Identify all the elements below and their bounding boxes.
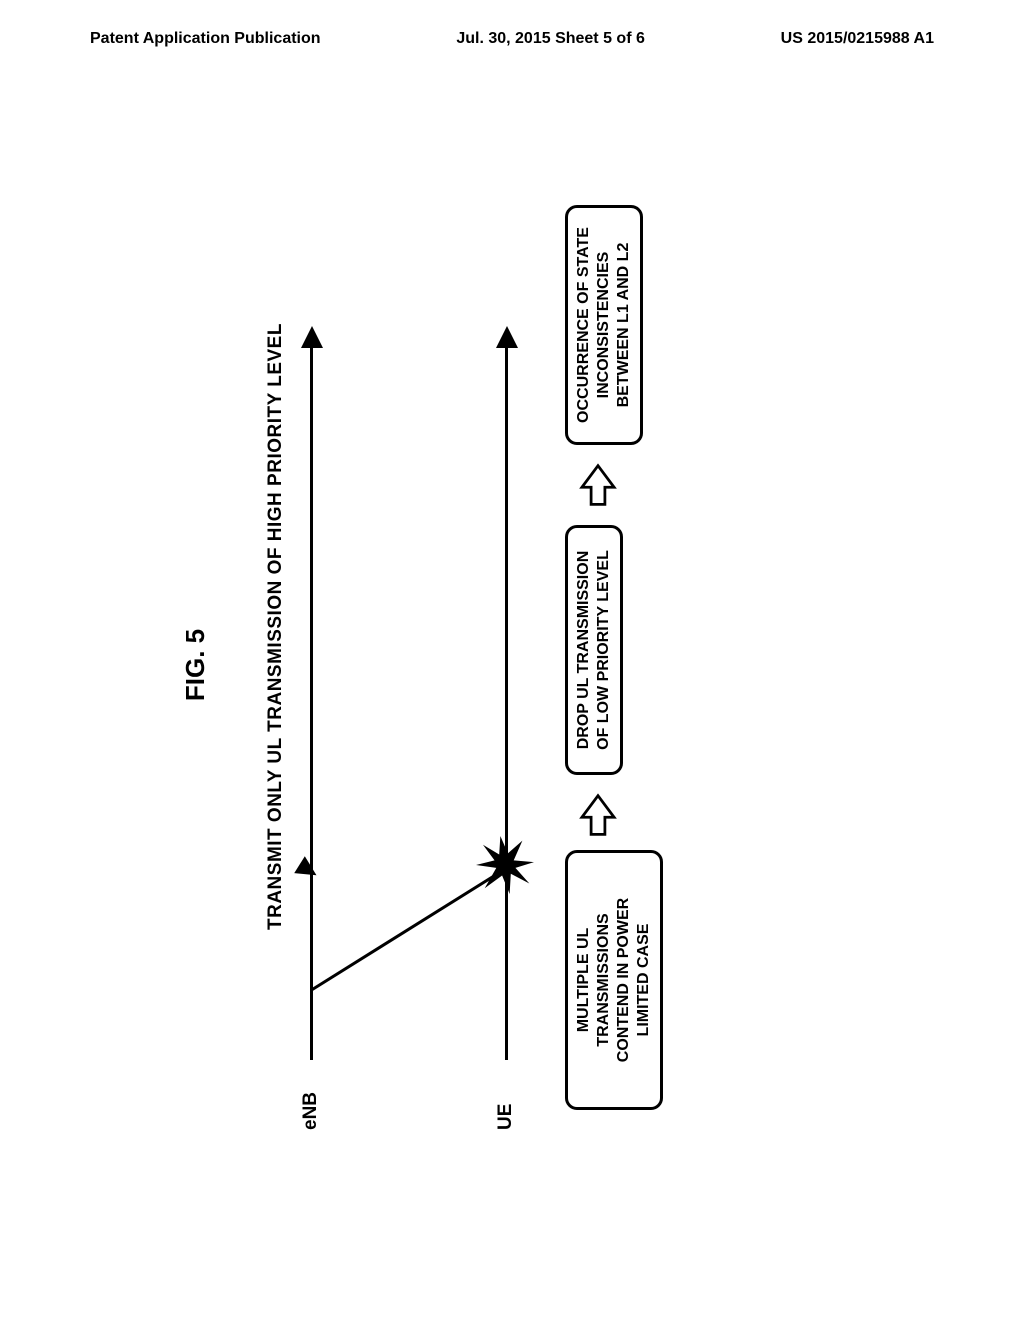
box-state-inconsistencies: OCCURRENCE OF STATE INCONSISTENCIES BETW… [565,205,643,445]
box-multiple-transmissions: MULTIPLE UL TRANSMISSIONS CONTEND IN POW… [565,850,663,1110]
timeline-ue [505,340,508,1060]
box2-line1: DROP UL TRANSMISSION [575,551,592,750]
timeline-enb [310,340,313,1060]
flow-arrow-icon [575,462,621,508]
figure-label: FIG. 5 [180,629,211,701]
header-right: US 2015/0215988 A1 [781,30,934,48]
box1-line2: CONTEND IN POWER [615,898,632,1062]
transmission-arrow-icon [294,856,322,884]
box1-line3: LIMITED CASE [635,924,652,1037]
box3-line1: OCCURRENCE OF STATE [575,227,592,423]
burst-icon [476,836,534,894]
flow-arrow-icon [575,792,621,838]
figure-container: FIG. 5 TRANSMIT ONLY UL TRANSMISSION OF … [140,140,890,1190]
box3-line2: INCONSISTENCIES [595,252,612,399]
header-left: Patent Application Publication [90,30,321,48]
ue-label: UE [495,1104,517,1130]
box-drop-transmission: DROP UL TRANSMISSION OF LOW PRIORITY LEV… [565,525,623,775]
box2-line2: OF LOW PRIORITY LEVEL [595,550,612,750]
box3-line3: BETWEEN L1 AND L2 [615,243,632,408]
box1-line1: MULTIPLE UL TRANSMISSIONS [575,913,612,1046]
enb-label: eNB [300,1092,322,1130]
page-header: Patent Application Publication Jul. 30, … [0,30,1024,48]
arrow-right-icon [301,326,323,348]
figure-rotated: FIG. 5 TRANSMIT ONLY UL TRANSMISSION OF … [140,140,890,1190]
top-caption: TRANSMIT ONLY UL TRANSMISSION OF HIGH PR… [265,323,287,930]
header-center: Jul. 30, 2015 Sheet 5 of 6 [456,30,645,48]
arrow-right-icon [496,326,518,348]
